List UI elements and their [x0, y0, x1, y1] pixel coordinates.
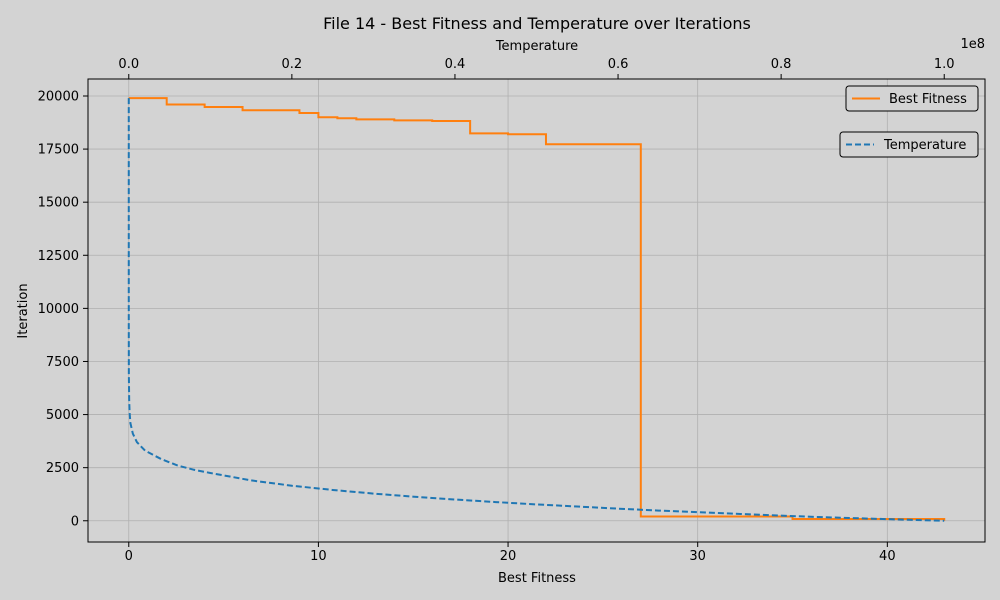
top-axis-multiplier: 1e8	[960, 37, 985, 52]
tick-layer: 0 10 20 30 40 0.0 0.2 0.4 0.6 0.8 1.0 0 2500 5000 7500…	[38, 57, 955, 564]
y-tick-label: 15000	[38, 196, 79, 211]
x2-tick-label: 0.6	[608, 57, 629, 72]
grid	[88, 79, 985, 542]
legend-best-fitness: Best Fitness	[845, 85, 979, 112]
y-tick-label: 10000	[38, 302, 79, 317]
axes-frame	[87, 78, 986, 543]
x-tick-label: 0	[125, 549, 133, 564]
chart-title: File 14 - Best Fitness and Temperature o…	[323, 14, 751, 33]
x-axis-label: Best Fitness	[498, 571, 576, 586]
y-tick-label: 5000	[46, 408, 79, 423]
x2-tick-label: 0.2	[282, 57, 303, 72]
x-tick-label: 40	[879, 549, 896, 564]
y-tick-label: 0	[71, 514, 79, 529]
x-tick-label: 10	[310, 549, 327, 564]
y-tick-label: 7500	[46, 355, 79, 370]
y-tick-label: 12500	[38, 249, 79, 264]
y-tick-label: 2500	[46, 461, 79, 476]
x2-tick-label: 0.0	[118, 57, 139, 72]
legend-label-temperature: Temperature	[883, 138, 966, 153]
legend-box	[839, 131, 979, 158]
top-axis-label: Temperature	[495, 39, 578, 54]
y-tick-label: 17500	[38, 143, 79, 158]
y-tick-label: 20000	[38, 89, 79, 104]
x2-tick-label: 1.0	[934, 57, 955, 72]
series-layer	[127, 97, 946, 522]
x2-tick-label: 0.8	[771, 57, 792, 72]
x-tick-label: 20	[500, 549, 517, 564]
legend-box	[845, 85, 979, 112]
legend-temperature: Temperature	[839, 131, 979, 158]
series-line-temperature	[127, 98, 945, 522]
y-axis-label: Iteration	[16, 283, 31, 338]
legend-label-best-fitness: Best Fitness	[889, 92, 967, 107]
series-line-best-fitness	[128, 97, 946, 521]
x-tick-label: 30	[689, 549, 706, 564]
x2-tick-label: 0.4	[445, 57, 466, 72]
